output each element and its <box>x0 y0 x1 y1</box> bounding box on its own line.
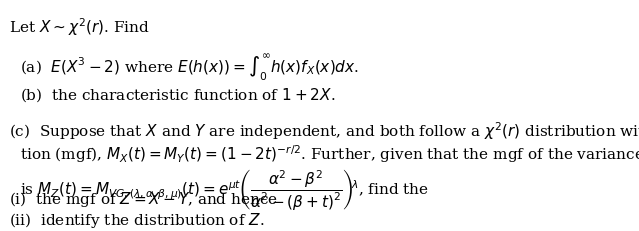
Text: tion (mgf), $M_X\left(t\right) = M_Y\left(t\right) = \left(1 - 2t\right)^{-r/2}$: tion (mgf), $M_X\left(t\right) = M_Y\lef… <box>20 143 639 164</box>
Text: (ii)  identify the distribution of $Z$.: (ii) identify the distribution of $Z$. <box>10 210 265 229</box>
Text: (b)  the characteristic function of $1 + 2X$.: (b) the characteristic function of $1 + … <box>20 86 335 103</box>
Text: Let $X \sim \chi^2(r)$. Find: Let $X \sim \chi^2(r)$. Find <box>10 16 150 38</box>
Text: (i)  the mgf of $Z = X - Y$, and hence: (i) the mgf of $Z = X - Y$, and hence <box>10 189 279 208</box>
Text: (a)  $E\left(X^3 - 2\right)$ where $E\left(h\left(x\right)\right) = \int_0^{\inf: (a) $E\left(X^3 - 2\right)$ where $E\lef… <box>20 52 359 84</box>
Text: is $M_Z\left(t\right) = M_{VG,(\lambda,\alpha,\beta,\mu)}\left(t\right) = e^{\mu: is $M_Z\left(t\right) = M_{VG,(\lambda,\… <box>20 166 429 211</box>
Text: (c)  Suppose that $X$ and $Y$ are independent, and both follow a $\chi^2\left(r\: (c) Suppose that $X$ and $Y$ are indepen… <box>10 120 639 141</box>
